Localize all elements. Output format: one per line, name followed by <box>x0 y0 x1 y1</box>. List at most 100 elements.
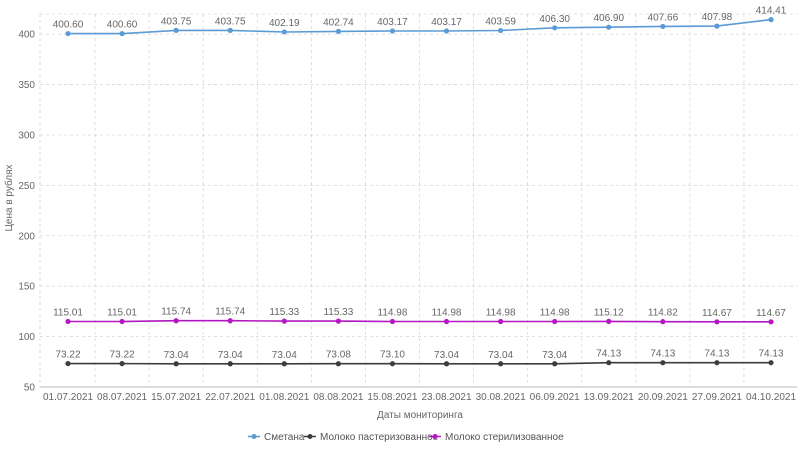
legend: Сметана Молоко пастеризованное Молоко стер… <box>248 432 564 443</box>
data-label: 402.19 <box>269 18 300 29</box>
data-point <box>173 27 179 33</box>
data-label: 114.82 <box>648 308 678 319</box>
x-axis-title: Даты мониторинга <box>377 410 463 421</box>
data-label: 403.75 <box>161 16 192 27</box>
data-point <box>768 360 774 366</box>
data-label: 114.98 <box>432 307 462 318</box>
data-point <box>606 360 612 366</box>
y-tick-label: 250 <box>18 181 35 192</box>
data-label: 400.60 <box>107 20 138 31</box>
data-label: 73.08 <box>326 350 351 361</box>
data-point <box>389 28 396 34</box>
data-label: 115.33 <box>323 307 353 318</box>
x-tick-label: 27.09.2021 <box>692 392 742 403</box>
legend-marker <box>251 434 257 439</box>
data-label: 114.98 <box>378 307 408 318</box>
data-label: 114.98 <box>486 307 516 318</box>
data-label: 73.10 <box>380 350 405 361</box>
legend-item: Сметана <box>248 432 305 443</box>
data-label: 115.33 <box>269 307 299 318</box>
data-point <box>335 361 341 367</box>
x-tick-label: 08.08.2021 <box>313 392 363 403</box>
data-point <box>119 360 125 367</box>
data-point <box>660 23 666 30</box>
x-tick-label: 23.08.2021 <box>422 392 472 403</box>
data-point <box>498 361 504 367</box>
y-tick-label: 300 <box>18 130 35 141</box>
data-point <box>173 318 179 324</box>
data-label: 74.13 <box>758 349 783 360</box>
data-label: 115.12 <box>594 307 624 318</box>
data-label: 74.13 <box>704 349 729 360</box>
data-label: 400.60 <box>53 20 84 31</box>
data-point <box>606 24 612 30</box>
legend-label: Молоко стерилизованное <box>445 432 564 443</box>
y-tick-label: 350 <box>18 80 35 91</box>
data-label: 403.17 <box>377 17 408 28</box>
data-point <box>119 30 125 37</box>
data-label: 406.90 <box>593 13 624 24</box>
data-label: 115.01 <box>107 307 137 318</box>
data-point <box>552 361 558 367</box>
x-tick-label: 13.09.2021 <box>584 392 634 403</box>
x-tick-label: 01.08.2021 <box>259 392 309 403</box>
data-point <box>552 25 558 31</box>
data-point <box>65 360 71 367</box>
x-tick-label: 01.07.2021 <box>43 392 93 403</box>
data-label: 406.30 <box>539 14 570 25</box>
data-point <box>443 318 450 325</box>
data-label: 73.04 <box>434 350 459 361</box>
data-point <box>498 318 504 325</box>
data-label: 403.59 <box>485 17 516 28</box>
x-tick-label: 30.08.2021 <box>476 392 526 403</box>
data-label: 407.66 <box>648 12 679 23</box>
x-tick-label: 06.09.2021 <box>530 392 580 403</box>
data-label: 403.17 <box>431 17 462 28</box>
data-point <box>660 319 666 325</box>
data-label-layer: 400.60 400.60 403.75 403.75 402.19 402.74 403.… <box>53 6 787 361</box>
series-line <box>68 319 771 323</box>
data-point <box>768 17 774 23</box>
data-label: 114.98 <box>540 307 570 318</box>
legend-item: Молоко стерилизованное <box>429 432 564 443</box>
data-label: 73.04 <box>542 350 567 361</box>
y-tick-label: 200 <box>18 231 35 242</box>
series-line <box>68 18 772 35</box>
data-label: 73.04 <box>218 350 243 361</box>
data-point <box>389 361 396 367</box>
data-label: 73.22 <box>55 350 80 361</box>
data-label: 73.22 <box>110 350 135 361</box>
data-point <box>606 318 612 324</box>
data-point <box>714 23 720 29</box>
data-label: 73.04 <box>488 350 513 361</box>
y-tick-label: 100 <box>18 332 35 343</box>
data-label: 115.74 <box>161 307 191 318</box>
y-tick-label: 400 <box>18 30 35 41</box>
data-point <box>173 361 179 367</box>
data-point <box>498 27 504 34</box>
series-line <box>68 361 771 365</box>
data-label: 74.13 <box>650 349 675 360</box>
data-point <box>227 318 233 324</box>
data-point <box>65 318 71 325</box>
x-tick-label: 20.09.2021 <box>638 392 688 403</box>
y-axis-title: Цена в рублях <box>3 164 15 231</box>
y-tick-label: 150 <box>18 282 35 293</box>
data-point <box>119 318 125 325</box>
x-tick-label: 15.07.2021 <box>151 392 201 403</box>
data-point <box>768 319 774 325</box>
series-layer <box>65 17 774 367</box>
y-tick-label: 50 <box>24 383 36 394</box>
data-label: 414.41 <box>756 6 787 17</box>
data-point <box>335 28 341 34</box>
legend-item: Молоко пастеризованное <box>304 432 439 443</box>
x-tick-label: 15.08.2021 <box>367 392 417 403</box>
data-label: 114.67 <box>702 308 732 319</box>
data-point <box>389 318 396 325</box>
data-label: 74.13 <box>596 349 621 360</box>
data-point <box>65 30 71 37</box>
data-point <box>227 27 233 33</box>
data-point <box>714 319 720 325</box>
